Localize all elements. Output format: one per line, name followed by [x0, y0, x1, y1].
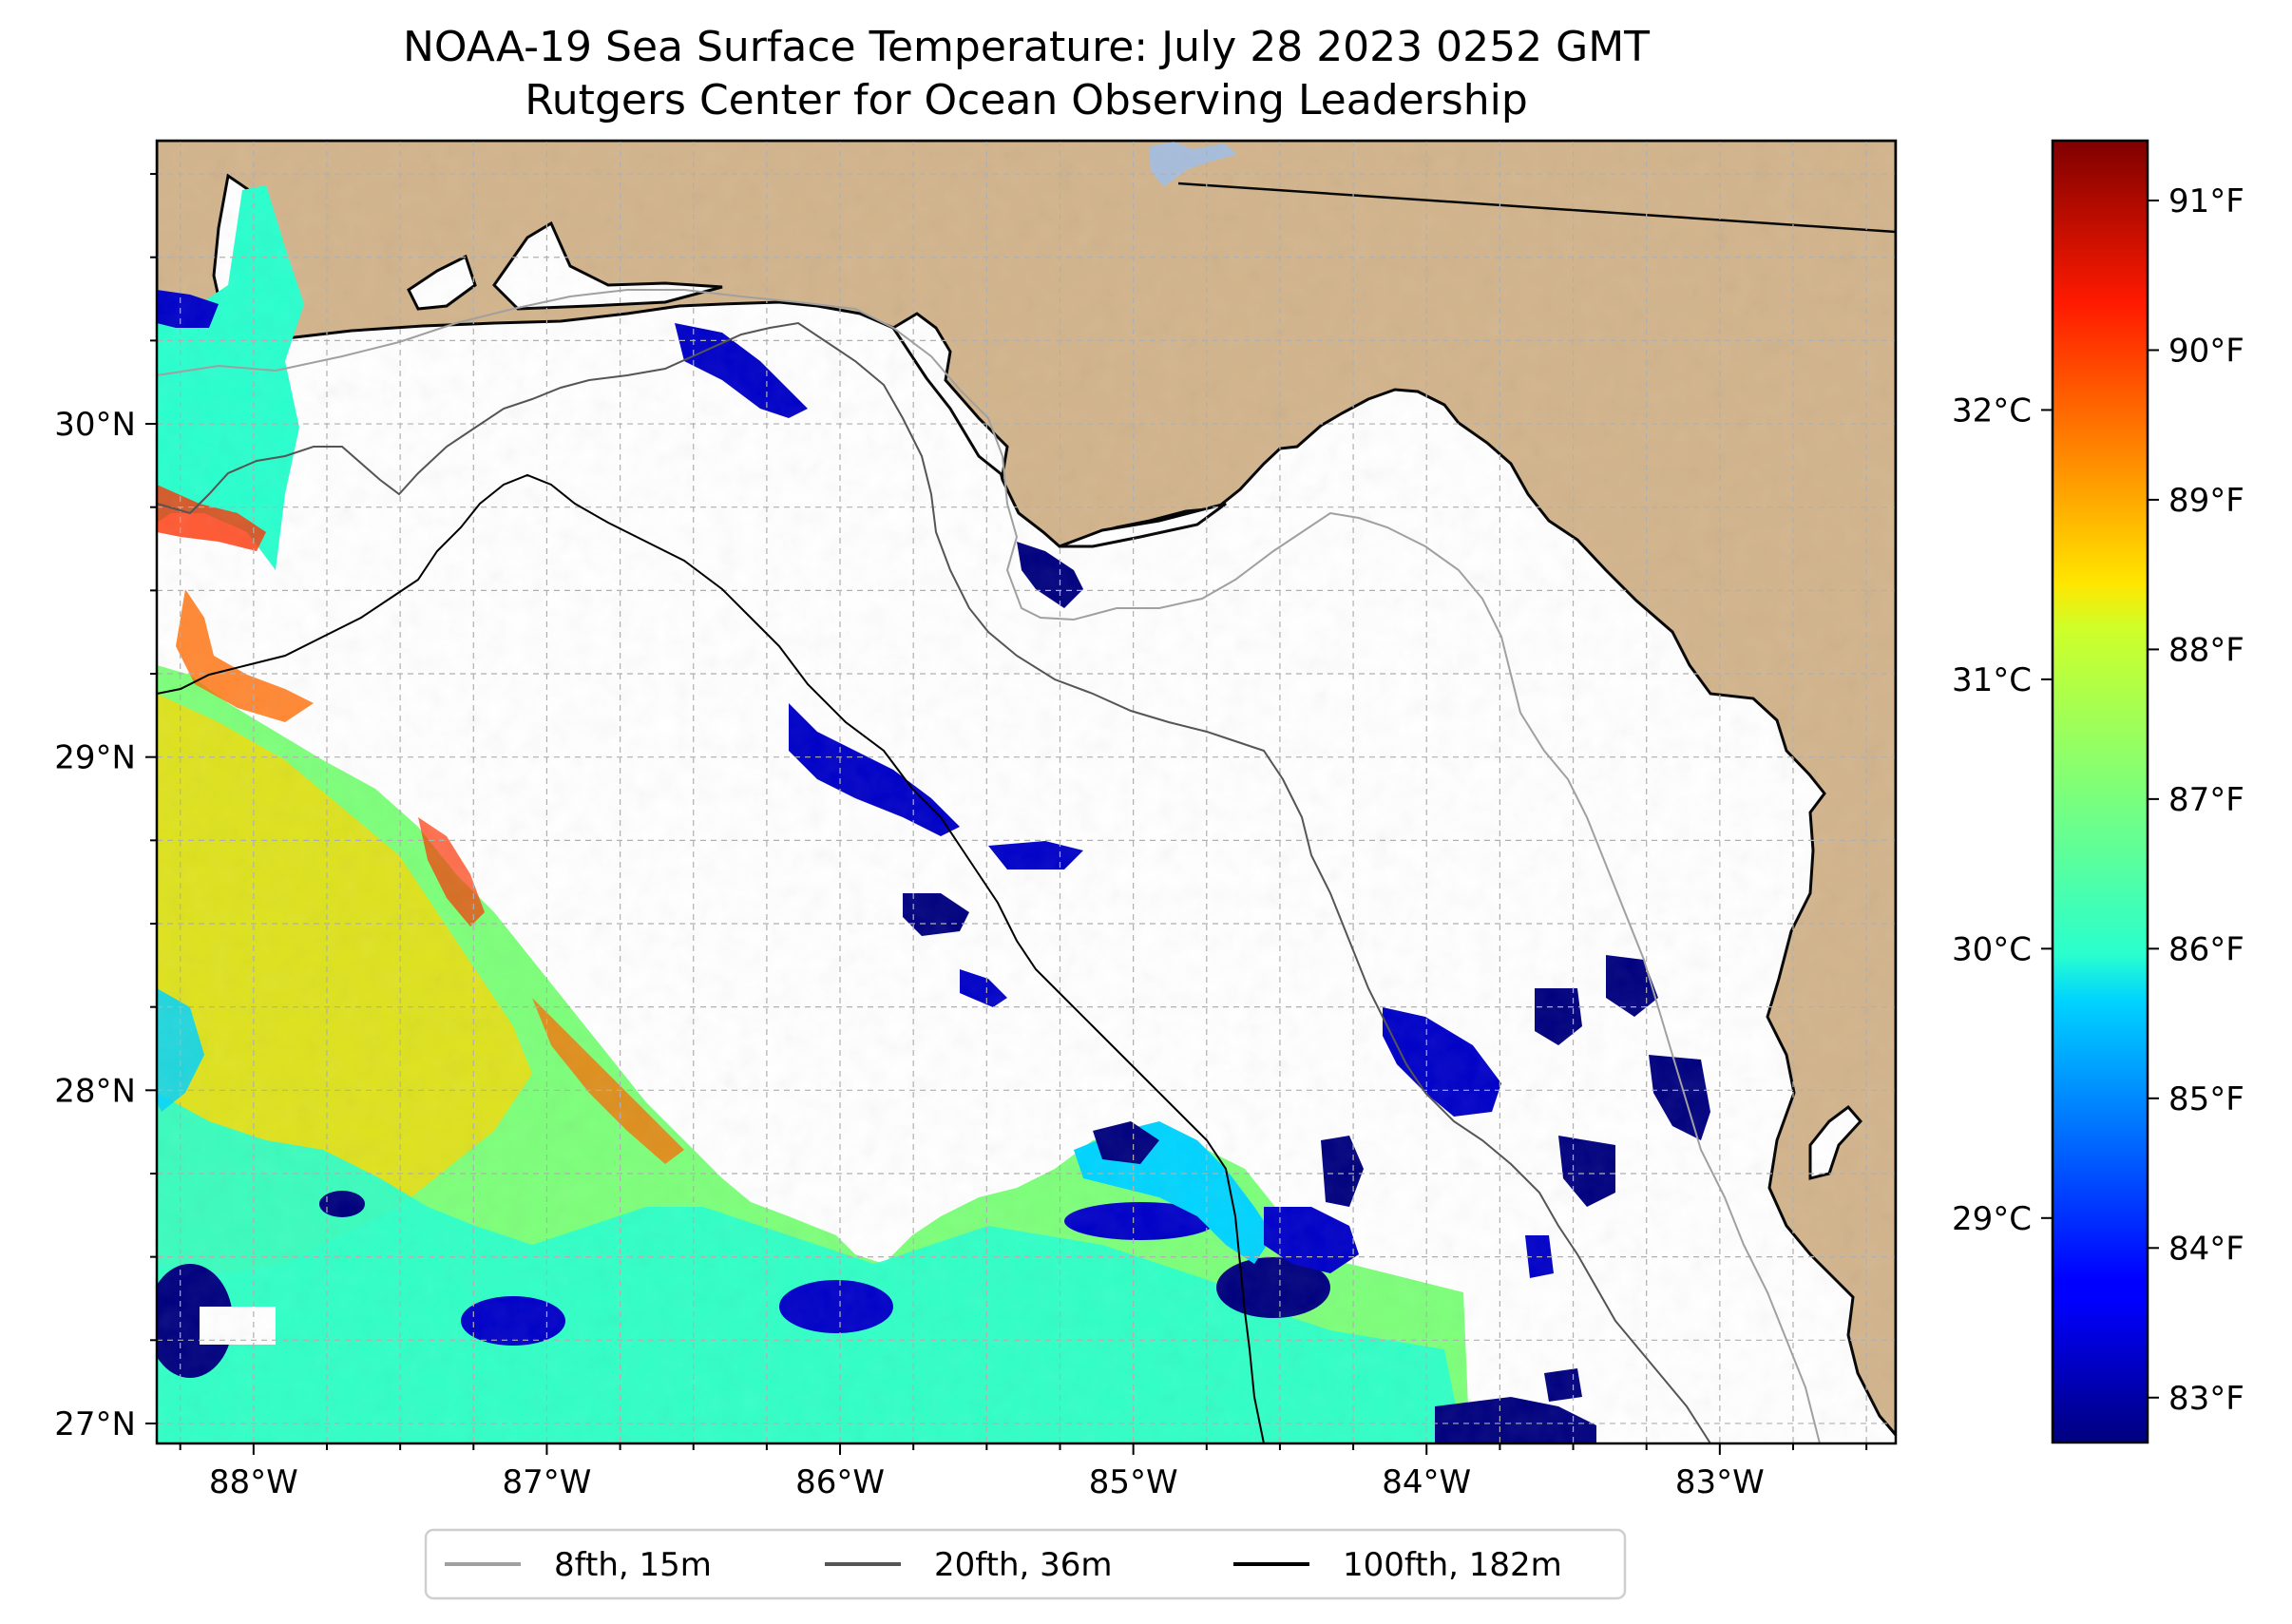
colorbar-f-label: 86°F [2168, 930, 2244, 968]
colorbar: 83°F 84°F 85°F 86°F 87°F 88°F 89°F 90°F 91°F 29°C… [1952, 139, 2244, 1444]
lon-tick-label: 87°W [502, 1463, 591, 1501]
colorbar-f-label: 85°F [2168, 1080, 2244, 1118]
map-axes: 88°W 87°W 86°W 85°W 84°W 83°W 27°N 28°N 29°N 30°N [54, 173, 1868, 1501]
colorbar-c-label: 31°C [1952, 661, 2032, 699]
colorbar-gradient [2051, 139, 2149, 1444]
colorbar-c-label: 32°C [1952, 392, 2032, 430]
lat-tick-label: 29°N [54, 739, 136, 777]
map-title-line-2: Rutgers Center for Ocean Observing Leade… [525, 76, 1528, 124]
colorbar-f-label: 91°F [2168, 182, 2244, 220]
legend-label: 20fth, 36m [934, 1546, 1113, 1584]
legend-label: 100fth, 182m [1343, 1546, 1562, 1584]
lat-tick-label: 27°N [54, 1405, 136, 1443]
lon-tick-label: 84°W [1382, 1463, 1471, 1501]
isobath-20fth [157, 321, 1711, 1443]
map-area[interactable] [147, 141, 1896, 1443]
legend-box [424, 1528, 1627, 1600]
isobath-8fth [157, 289, 1821, 1443]
lat-tick-label: 30°N [54, 406, 136, 444]
colorbar-f-label: 83°F [2168, 1380, 2244, 1418]
colorbar-ticks: 83°F 84°F 85°F 86°F 87°F 88°F 89°F 90°F 91°F 29°C… [1952, 182, 2244, 1418]
colorbar-f-label: 89°F [2168, 482, 2244, 520]
isobath-legend: 8fth, 15m 20fth, 36m 100fth, 182m [424, 1528, 1627, 1600]
sst-texture-overlay [157, 141, 1896, 1443]
legend-items: 8fth, 15m 20fth, 36m 100fth, 182m [445, 1546, 1562, 1584]
colorbar-f-label: 84°F [2168, 1230, 2244, 1268]
lon-tick-label: 85°W [1089, 1463, 1178, 1501]
lon-tick-label: 83°W [1675, 1463, 1765, 1501]
colorbar-f-label: 87°F [2168, 781, 2244, 819]
lon-tick-label: 86°W [795, 1463, 885, 1501]
graticule [157, 141, 1896, 1443]
map-frame [155, 139, 1898, 1445]
isobath-100fth [157, 473, 1265, 1443]
colorbar-c-label: 29°C [1952, 1200, 2032, 1238]
map-title-line-1: NOAA-19 Sea Surface Temperature: July 28… [403, 23, 1650, 71]
lon-tick-label: 88°W [209, 1463, 298, 1501]
colorbar-f-label: 88°F [2168, 631, 2244, 669]
sst-data [157, 141, 1896, 1443]
legend-label: 8fth, 15m [554, 1546, 712, 1584]
colorbar-f-label: 90°F [2168, 332, 2244, 370]
colorbar-c-label: 30°C [1952, 930, 2032, 968]
lat-tick-label: 28°N [54, 1072, 136, 1110]
